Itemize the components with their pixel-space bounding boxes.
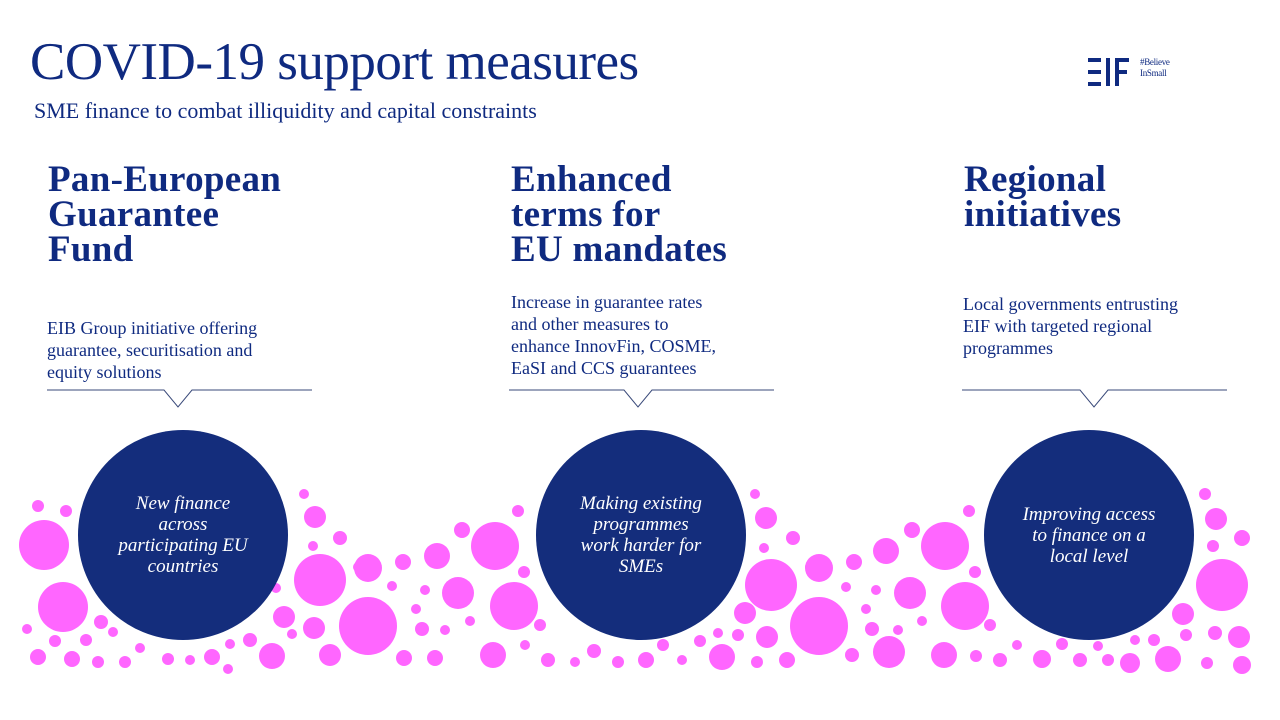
pillar-circle-line: Making existing (580, 493, 702, 514)
pillar-circle-line: Improving access (1022, 503, 1156, 525)
pillar-description-line: Local governments entrusting (963, 294, 1178, 314)
pillar-heading: Enhanced terms for EU mandates (511, 159, 791, 270)
pillar-circle-line: work harder for (580, 535, 702, 556)
pillar-circle: Making existing programmes work harder f… (536, 430, 746, 640)
pillar-circle-line: across (158, 514, 208, 535)
pillar-heading: Pan-European Guarantee Fund (48, 159, 328, 270)
pillar-heading-line: Guarantee (48, 194, 220, 235)
pillar-heading-line: Enhanced (511, 159, 672, 200)
callout-pointer-icon (47, 389, 312, 408)
pillar-enhanced-terms-eu-mandates: Enhanced terms for EU mandates (511, 159, 791, 270)
pillar-description: EIB Group initiative offering guarantee,… (47, 317, 297, 383)
pillar-description-line: EaSI and CCS guarantees (511, 358, 697, 378)
pillar-circle-line: local level (1049, 545, 1129, 567)
callout-pointer-icon (509, 389, 774, 408)
pillar-circle-line: programmes (593, 514, 689, 535)
logo-tagline-line-1: #Believe (1140, 57, 1170, 67)
pillar-heading-line: EU mandates (511, 229, 728, 270)
pillar-heading-line: terms for (511, 194, 661, 235)
eif-logo-mark-icon (1088, 58, 1129, 86)
pillar-heading-line: Regional (964, 159, 1107, 200)
page-subtitle: SME finance to combat illiquidity and ca… (34, 98, 537, 123)
pillar-description-line: enhance InnovFin, COSME, (511, 336, 716, 356)
pillar-circle-line: countries (147, 556, 219, 577)
callout-pointer-icon (962, 389, 1227, 408)
pillar-description: Increase in guarantee rates and other me… (511, 291, 761, 379)
pillar-heading-line: Fund (48, 229, 134, 270)
pillar-description-line: EIB Group initiative offering (47, 318, 258, 338)
logo-tagline-line-2: InSmall (1140, 68, 1167, 78)
pillar-circle-line: participating EU (118, 535, 248, 556)
pillar-description-line: programmes (963, 338, 1053, 358)
pillar-description-line: guarantee, securitisation and (47, 340, 253, 360)
pillar-circle: New finance across participating EU coun… (78, 430, 288, 640)
pillar-description: Local governments entrusting EIF with ta… (963, 293, 1223, 359)
pillar-circle-line: SMEs (618, 556, 664, 577)
page-title: COVID-19 support measures (30, 33, 639, 91)
pillar-description-line: EIF with targeted regional (963, 316, 1153, 336)
pillar-description-line: Increase in guarantee rates (511, 292, 703, 312)
pillar-circle-line: to finance on a (1032, 524, 1146, 546)
pillar-heading-line: Pan-European (48, 159, 282, 200)
pillar-regional-initiatives: Regional initiatives (964, 159, 1244, 235)
pillar-circle: Improving access to finance on a local l… (984, 430, 1194, 640)
pillar-circle-line: New finance (135, 493, 231, 514)
pillar-description-line: and other measures to (511, 314, 669, 334)
pillar-heading-line: initiatives (964, 194, 1122, 235)
pillar-pan-european-guarantee-fund: Pan-European Guarantee Fund (48, 159, 328, 270)
logo-tagline: #Believe InSmall (1140, 57, 1170, 79)
eif-logo-icon: #Believe InSmall (1088, 56, 1188, 88)
pillar-description-line: equity solutions (47, 362, 162, 382)
pillar-heading: Regional initiatives (964, 159, 1244, 235)
